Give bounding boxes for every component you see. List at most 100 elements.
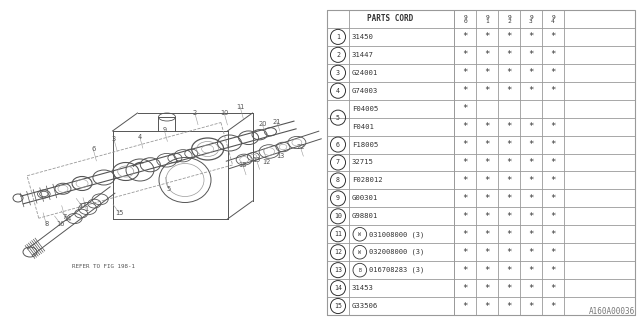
Text: *: * [506,301,512,310]
Text: *: * [506,284,512,292]
Text: 3: 3 [529,19,533,24]
Text: *: * [484,50,490,59]
Text: *: * [484,284,490,292]
Text: 10: 10 [220,110,228,116]
Text: *: * [528,86,534,95]
Text: 13: 13 [276,153,284,159]
Text: F028012: F028012 [352,178,383,183]
Text: 14: 14 [63,216,72,222]
Bar [327,10,635,315]
Text: *: * [528,266,534,275]
Text: *: * [550,86,556,95]
Text: 9: 9 [485,15,489,20]
Text: 4: 4 [138,133,141,140]
Text: *: * [528,248,534,257]
Text: 1: 1 [336,34,340,40]
Text: F18005: F18005 [352,141,378,148]
Text: 8: 8 [336,178,340,183]
Text: *: * [506,176,512,185]
Text: 3: 3 [112,136,116,142]
Text: *: * [506,266,512,275]
Text: *: * [462,301,468,310]
Text: *: * [506,212,512,221]
Text: 5: 5 [166,186,171,192]
Text: *: * [528,301,534,310]
Text: *: * [462,230,468,239]
Text: 8: 8 [44,221,49,228]
Text: 20: 20 [258,121,267,127]
Text: G74003: G74003 [352,88,378,94]
Text: 31453: 31453 [352,285,374,291]
Text: 9: 9 [463,15,467,20]
Text: *: * [550,194,556,203]
Text: 12: 12 [334,249,342,255]
Text: *: * [506,68,512,77]
Text: 19: 19 [252,157,260,163]
Text: *: * [550,122,556,131]
Text: 16: 16 [56,221,65,227]
Text: *: * [484,248,490,257]
Text: 9: 9 [507,15,511,20]
Text: 9: 9 [336,196,340,201]
Text: 016708283 (3): 016708283 (3) [369,267,424,273]
Text: 9: 9 [551,15,555,20]
Text: *: * [462,248,468,257]
Text: *: * [506,122,512,131]
Text: 9: 9 [529,15,533,20]
Text: *: * [462,122,468,131]
Text: *: * [506,50,512,59]
Text: *: * [550,140,556,149]
Text: 11: 11 [236,104,244,110]
Text: 3: 3 [336,70,340,76]
Text: 0: 0 [463,19,467,24]
Text: *: * [484,68,490,77]
Text: *: * [528,230,534,239]
Text: *: * [528,32,534,41]
Text: *: * [528,68,534,77]
Text: *: * [550,50,556,59]
Text: 032008000 (3): 032008000 (3) [369,249,424,255]
Text: 5: 5 [336,115,340,121]
Text: 2: 2 [507,19,511,24]
Text: *: * [506,230,512,239]
Text: *: * [550,158,556,167]
Text: *: * [550,266,556,275]
Text: *: * [484,230,490,239]
Text: *: * [528,194,534,203]
Text: *: * [506,248,512,257]
Text: G33506: G33506 [352,303,378,309]
Text: G98801: G98801 [352,213,378,219]
Text: 31450: 31450 [352,34,374,40]
Text: *: * [528,122,534,131]
Text: 18: 18 [239,162,247,168]
Text: *: * [528,158,534,167]
Text: *: * [484,86,490,95]
Text: 7: 7 [336,159,340,165]
Text: 32715: 32715 [352,159,374,165]
Text: *: * [528,212,534,221]
Text: 14: 14 [334,285,342,291]
Text: G24001: G24001 [352,70,378,76]
Text: 4: 4 [551,19,555,24]
Text: 6: 6 [91,146,95,152]
Text: *: * [550,176,556,185]
Text: *: * [506,194,512,203]
Text: 9: 9 [162,127,166,133]
Text: W: W [358,232,361,237]
Text: *: * [462,284,468,292]
Text: 15: 15 [334,303,342,309]
Text: A160A00036: A160A00036 [589,307,635,316]
Text: REFER TO FIG 198-1: REFER TO FIG 198-1 [72,265,135,269]
Text: 12: 12 [263,159,271,165]
Text: *: * [484,158,490,167]
Text: F04005: F04005 [352,106,378,112]
Text: *: * [484,32,490,41]
Text: *: * [550,212,556,221]
Text: *: * [484,301,490,310]
Text: *: * [462,212,468,221]
Text: 10: 10 [334,213,342,219]
Text: *: * [462,176,468,185]
Text: 17: 17 [78,204,86,210]
Text: 31447: 31447 [352,52,374,58]
Text: *: * [550,68,556,77]
